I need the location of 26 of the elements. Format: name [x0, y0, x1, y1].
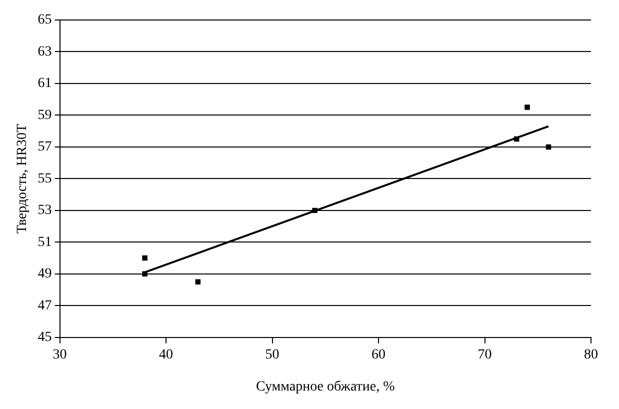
y-tick-label: 59: [38, 108, 52, 123]
y-tick-label: 63: [38, 44, 52, 60]
y-tick-label: 65: [38, 12, 52, 28]
point: [195, 279, 201, 284]
point: [524, 104, 530, 110]
x-tick-label: 50: [265, 347, 280, 362]
x-tick-label: 70: [478, 347, 492, 362]
point: [514, 136, 520, 142]
point: [142, 271, 148, 277]
point: [546, 144, 552, 150]
x-tick-label: 30: [52, 347, 67, 362]
point: [142, 255, 148, 261]
y-tick-label: 57: [38, 140, 52, 155]
y-tick-label: 55: [38, 171, 52, 186]
y-tick-label: 49: [38, 266, 52, 282]
x-tick-label: 80: [584, 347, 598, 362]
y-axis-title: Твердость, HR30T: [15, 123, 30, 234]
y-tick-label: 61: [38, 76, 52, 92]
y-tick-label: 53: [38, 203, 52, 218]
x-axis-title: Суммарное обжатие, %: [256, 379, 396, 394]
point: [312, 208, 318, 214]
x-tick-label: 60: [372, 347, 386, 362]
x-tick-label: 40: [159, 347, 174, 362]
y-tick-label: 45: [38, 330, 52, 346]
y-tick-label: 51: [38, 234, 52, 250]
y-tick-label: 47: [38, 298, 52, 314]
